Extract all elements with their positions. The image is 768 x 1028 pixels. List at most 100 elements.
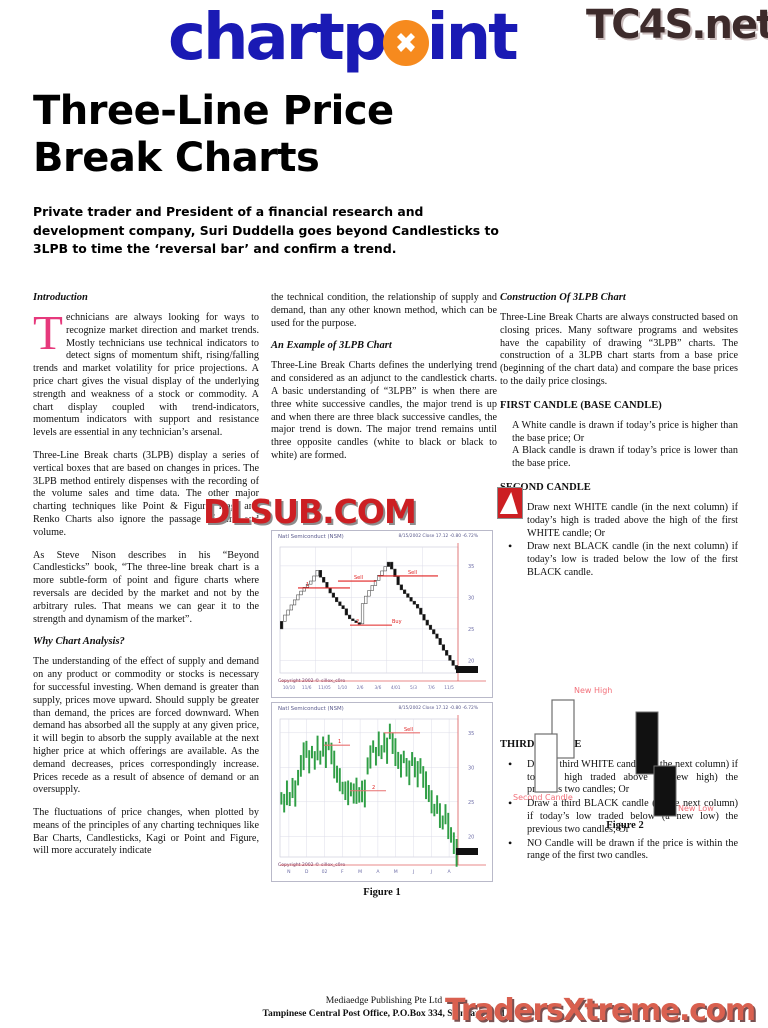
logo-text-before: chartp (168, 1, 388, 75)
svg-text:20: 20 (468, 834, 474, 840)
footer: Mediaedge Publishing Pte Ltd Tampinese C… (0, 995, 768, 1019)
svg-text:4/01: 4/01 (391, 685, 401, 691)
chartpoint-logo: chartp int (168, 1, 519, 75)
body-column-2: the technical condition, the relationshi… (271, 292, 497, 463)
chart-canvas: 35 30 25 20 1 Sell 2 Buy Sell 10/10 11/6 11/05 1/10 2… (279, 543, 486, 691)
svg-text:2/6: 2/6 (357, 685, 364, 691)
column1-subhead-2: Why Chart Analysis? (33, 636, 125, 648)
list-item: A Black candle is drawn if today’s price… (512, 445, 738, 470)
svg-text:M: M (394, 869, 398, 875)
label-second-candle: Second Candle (513, 793, 573, 802)
standfirst: Private trader and President of a financ… (33, 204, 499, 257)
chart-three-line-break: Natl Semiconduct (NSM) 8/15/2002 Close 1… (271, 530, 493, 698)
black-candle-upper (635, 711, 659, 775)
headline-line-2: Break Charts (33, 135, 320, 181)
chart-canvas: 35 30 25 20 N D 02 F M A M J J A 1 2 Sell (279, 715, 486, 875)
second-candle-list: Draw next WHITE candle (in the next colu… (500, 501, 738, 580)
footer-line-2: Tampinese Central Post Office, P.O.Box 3… (262, 1008, 506, 1019)
paragraph: Three-Line Break Charts are always const… (500, 312, 738, 387)
svg-text:Sell: Sell (354, 575, 363, 581)
svg-text:7/6: 7/6 (428, 685, 435, 691)
paragraph: The fluctuations of price changes, when … (33, 807, 259, 857)
logo-text-after: int (426, 1, 519, 75)
svg-text:3/6: 3/6 (374, 685, 381, 691)
svg-text:F: F (341, 869, 344, 875)
svg-text:1/10: 1/10 (337, 685, 347, 691)
list-item: Draw next BLACK candle (in the next colu… (508, 540, 738, 579)
svg-text:11/5: 11/5 (444, 685, 454, 691)
svg-text:J: J (430, 869, 432, 875)
body-column-3: Construction Of 3LPB Chart Three-Line Br… (500, 292, 738, 871)
chart-daily-bars: Natl Semiconduct (NSM) 8/15/2002 Close 1… (271, 702, 493, 882)
paragraph: The understanding of the effect of suppl… (33, 656, 259, 796)
svg-text:35: 35 (468, 564, 474, 570)
chart-quote: 8/15/2002 Close 17.12 -0.80 -6.72% (398, 534, 478, 539)
masthead: chartp int TC4S.net (0, 0, 768, 78)
label-new-high: New High (574, 686, 613, 695)
list-item: Draw a third WHITE candle (in the next c… (508, 758, 738, 797)
svg-text:A: A (448, 869, 452, 875)
paragraph: Three-Line Break charts (3LPB) display a… (33, 449, 259, 538)
chart-title: Natl Semiconduct (NSM) (278, 706, 344, 712)
svg-text:35: 35 (468, 731, 474, 737)
svg-text:20: 20 (468, 658, 474, 664)
first-candle-list: A White candle is drawn if today’s price… (500, 420, 738, 471)
list-item: A White candle is drawn if today’s price… (512, 419, 738, 444)
tc4s-watermark: TC4S.net (586, 2, 768, 48)
column3-subhead: Construction Of 3LPB Chart (500, 292, 626, 303)
svg-text:Sell: Sell (408, 570, 417, 576)
svg-text:02: 02 (322, 869, 328, 875)
svg-text:A: A (376, 869, 380, 875)
column1-subhead: Introduction (33, 292, 88, 303)
figure-1-caption: Figure 1 (363, 887, 401, 898)
svg-text:25: 25 (468, 800, 474, 806)
chart-copyright: Copyright 2002 © sillex_c0re (278, 863, 346, 868)
svg-text:25: 25 (468, 627, 474, 633)
paragraph: Three-Line Break Charts defines the unde… (271, 360, 497, 461)
page-title: Three-Line Price Break Charts (33, 88, 553, 182)
headline-line-1: Three-Line Price (33, 88, 394, 134)
logo-orange-o-icon (382, 20, 429, 66)
chart-copyright: Copyright 2002 © sillex_c0re (278, 679, 346, 684)
svg-text:D: D (305, 869, 309, 875)
list-item: Draw a third BLACK candle (in the next c… (508, 797, 738, 836)
svg-text:30: 30 (468, 765, 474, 771)
svg-text:11/05: 11/05 (318, 685, 331, 691)
list-item: Draw next WHITE candle (in the next colu… (508, 501, 738, 540)
dlsub-badge-icon (497, 487, 523, 519)
footer-line-1: Mediaedge Publishing Pte Ltd (325, 995, 443, 1006)
svg-text:30: 30 (468, 595, 474, 601)
white-candle-lower (534, 733, 558, 793)
svg-text:2: 2 (356, 619, 359, 625)
third-candle-list: Draw a third WHITE candle (in the next c… (500, 758, 738, 864)
drop-cap: T (33, 305, 63, 360)
svg-text:1: 1 (338, 739, 341, 745)
first-candle-heading: FIRST CANDLE (BASE CANDLE) (500, 399, 662, 411)
column2-subhead: An Example of 3LPB Chart (271, 340, 392, 352)
svg-text:M: M (358, 869, 362, 875)
svg-text:J: J (412, 869, 414, 875)
svg-text:Sell: Sell (404, 727, 413, 733)
paragraph-text: echnicians are always looking for ways t… (33, 312, 259, 439)
figure-2-diagram: New High Second Candle New Low (512, 686, 738, 817)
svg-text:5/3: 5/3 (410, 685, 417, 691)
figure-1: Natl Semiconduct (NSM) 8/15/2002 Close 1… (271, 530, 493, 898)
chart-title: Natl Semiconduct (NSM) (278, 534, 344, 540)
second-candle-heading: SECOND CANDLE (500, 481, 591, 493)
figure-2-canvas (534, 699, 677, 817)
svg-text:10/10: 10/10 (283, 685, 296, 691)
label-new-low: New Low (678, 804, 714, 813)
svg-text:2: 2 (372, 785, 375, 791)
paragraph: the technical condition, the relationshi… (271, 292, 497, 329)
chart-quote: 8/15/2002 Close 17.12 -0.80 -6.72% (398, 706, 478, 711)
paragraph: As Steve Nison describes in his “Beyond … (33, 549, 259, 625)
black-candle-lower (653, 765, 677, 817)
svg-text:Buy: Buy (392, 619, 402, 625)
svg-text:N: N (287, 869, 290, 875)
list-item: NO Candle will be drawn if the price is … (508, 837, 738, 864)
svg-text:1: 1 (306, 582, 309, 588)
figure-2-caption: Figure 2 (606, 820, 644, 831)
